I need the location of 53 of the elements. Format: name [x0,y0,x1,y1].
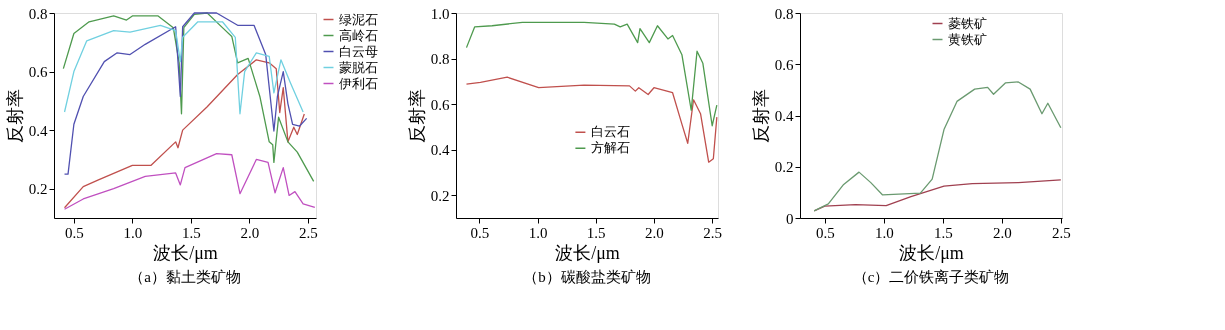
y-tick-label: 0.8 [430,51,450,68]
legend-label: 白云母 [339,43,378,59]
y-tick-label: 0 [786,210,794,227]
x-tick-label: 2.5 [703,224,723,241]
x-axis-title: 波长/μm [153,242,218,263]
line-series [63,152,316,210]
x-tick-label: 0.5 [65,224,84,241]
x-tick-label: 1.0 [874,224,894,241]
y-axis-title: 反射率 [750,89,771,143]
x-axis-title: 波长/μm [899,242,964,263]
x-tick-label: 1.0 [123,224,143,241]
line-series [813,81,1062,212]
legend-label: 菱铁矿 [948,15,987,31]
y-tick-label: 0.2 [28,181,48,198]
text: （c）二价铁离子类矿物 [852,269,1010,285]
y-tick-label: 0.4 [774,108,794,124]
x-tick-label: 1.5 [586,224,606,241]
legend-label: 蒙脱石 [339,59,378,75]
y-tick-label: 0.4 [430,142,450,159]
y-tick-label: 0.4 [28,122,48,139]
y-tick-label: 0.2 [774,159,794,176]
x-tick-label: 0.5 [470,224,490,241]
legend-label: 高岭石 [339,27,378,43]
x-axis-title: 波长/μm [555,242,620,263]
x-tick-label: 2.0 [645,224,664,241]
x-tick-label: 2.0 [240,224,260,241]
y-tick-label: 0.2 [430,187,450,204]
x-tick-label: 2.5 [1051,224,1071,241]
y-axis-title: 反射率 [406,89,427,143]
x-tick-label: 1.0 [528,224,548,241]
line-series [63,21,304,115]
y-tick-label: 0.6 [430,96,450,113]
line-series [465,21,718,127]
text: （b）碳酸盐类矿物 [523,269,651,285]
x-tick-label: 1.5 [933,224,953,241]
y-tick-label: 0.8 [28,5,48,22]
x-tick-label: 2.5 [298,224,318,241]
legend-label: 伊利石 [339,75,378,91]
legend-label: 绿泥石 [339,11,378,27]
line-series [63,59,305,209]
y-tick-label: 0.8 [774,5,794,22]
y-axis-title: 反射率 [4,89,25,143]
legend-label: 方解石 [590,140,630,156]
line-series [465,76,718,163]
x-tick-label: 1.5 [181,224,201,241]
y-tick-label: 0.6 [28,64,48,81]
y-tick-label: 1.0 [430,5,450,22]
y-tick-label: 0.6 [774,56,794,73]
legend-label: 黄铁矿 [948,31,987,47]
text: （a）黏土类矿物 [129,269,241,285]
x-tick-label: 0.5 [815,224,835,241]
legend-label: 白云石 [590,124,630,140]
x-tick-label: 2.0 [992,224,1012,241]
